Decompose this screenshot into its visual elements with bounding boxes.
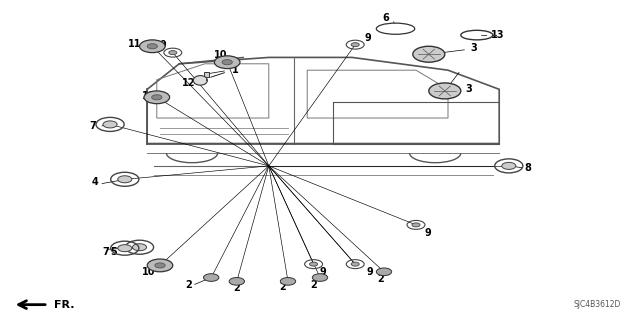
Circle shape [155,263,165,268]
Text: 10: 10 [214,50,228,60]
Circle shape [214,56,240,69]
Circle shape [280,278,296,285]
Circle shape [152,95,162,100]
Text: 2: 2 [234,283,240,293]
Circle shape [147,44,157,49]
Polygon shape [204,72,209,77]
Text: 9: 9 [365,33,371,43]
Text: 9: 9 [160,40,166,50]
Circle shape [413,46,445,62]
Circle shape [429,83,461,99]
Text: 8: 8 [525,163,531,174]
Circle shape [140,40,165,53]
Text: 5: 5 [111,247,117,257]
Text: 3: 3 [466,84,472,94]
Text: SJC4B3612D: SJC4B3612D [573,300,621,309]
Text: 7: 7 [102,247,109,257]
Text: 3: 3 [470,43,477,54]
Circle shape [412,223,420,227]
Text: 9: 9 [319,267,326,277]
Text: 1: 1 [232,64,239,75]
Circle shape [222,60,232,65]
Circle shape [118,176,132,183]
Circle shape [229,278,244,285]
Ellipse shape [193,76,207,85]
Circle shape [351,43,359,47]
Text: 10: 10 [142,267,156,277]
Circle shape [204,274,219,281]
Text: FR.: FR. [54,300,75,310]
Text: 2: 2 [186,279,192,290]
Circle shape [144,91,170,104]
Circle shape [502,162,516,169]
Text: 9: 9 [424,228,431,238]
Text: 4: 4 [92,177,98,188]
Text: 7: 7 [90,121,96,131]
Text: 11: 11 [127,39,141,49]
Text: 13: 13 [491,30,505,40]
Text: 2: 2 [378,274,384,284]
Circle shape [351,262,359,266]
Circle shape [312,274,328,281]
Text: 2: 2 [280,282,286,292]
Text: 12: 12 [182,78,196,88]
Circle shape [310,262,317,266]
Text: 9: 9 [367,267,373,277]
Circle shape [103,121,117,128]
Circle shape [147,259,173,272]
Circle shape [376,268,392,276]
Text: 10: 10 [141,91,156,101]
Circle shape [132,244,147,251]
Circle shape [118,245,132,252]
Circle shape [169,51,177,55]
Text: 2: 2 [310,279,317,290]
Text: 6: 6 [383,12,389,23]
